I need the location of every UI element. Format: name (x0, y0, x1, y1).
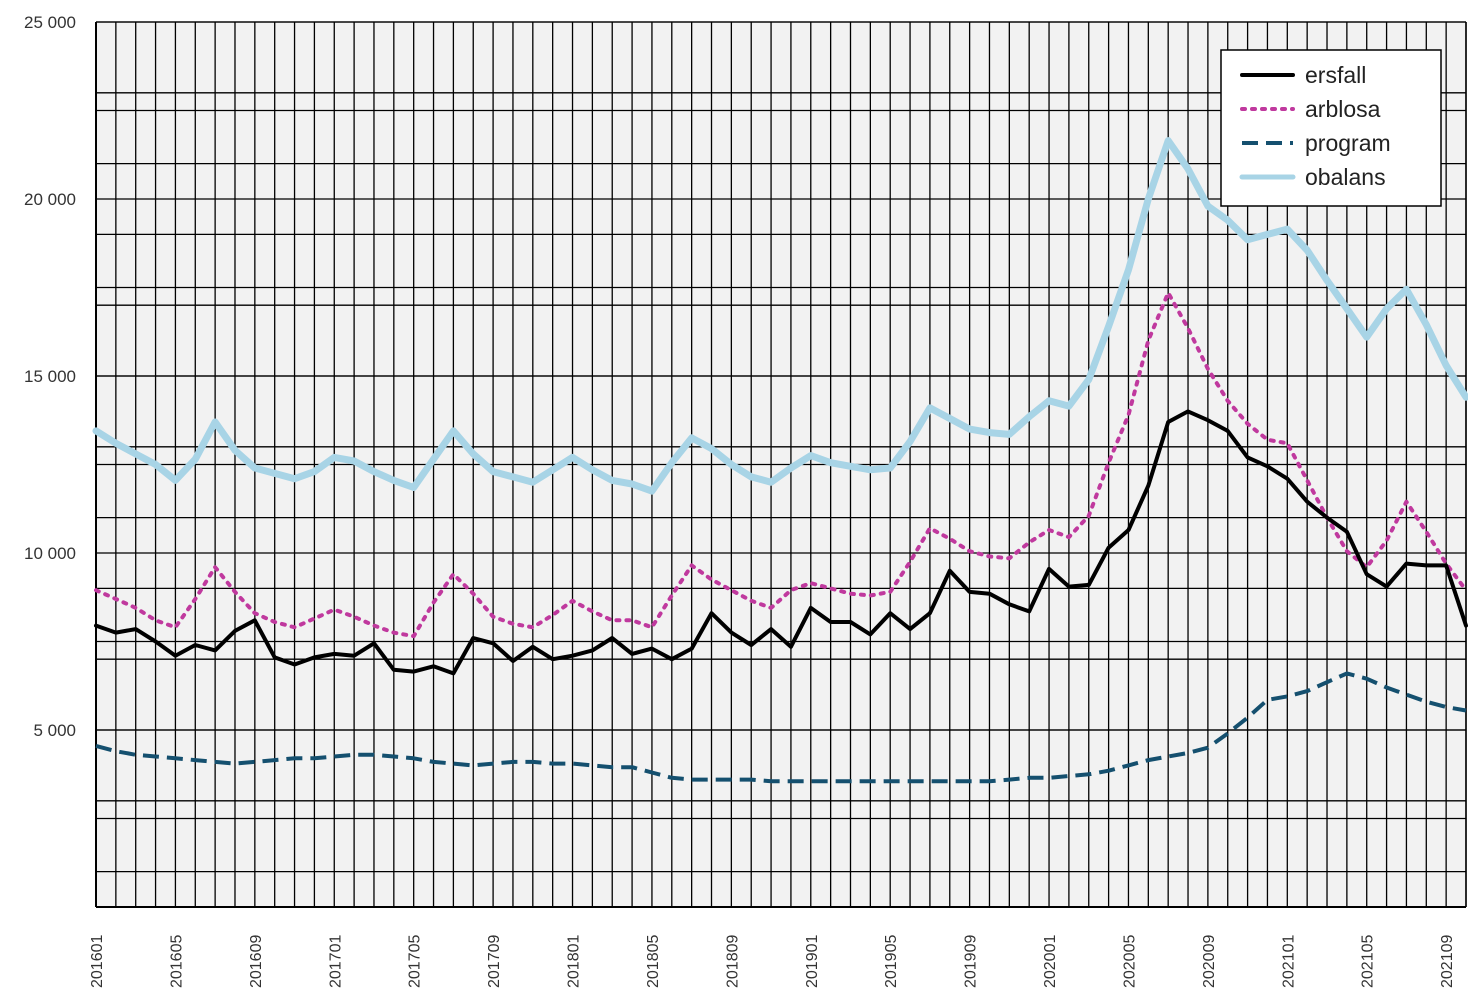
legend-label-arblosa: arblosa (1305, 96, 1381, 122)
x-tick-label: 201609 (248, 935, 265, 988)
series-line-program (95, 671, 1467, 784)
legend: ersfall arblosa program obalans (1220, 49, 1442, 207)
x-tick-label: 201901 (804, 935, 821, 988)
series-line-arblosa (94, 290, 1468, 639)
legend-label-program: program (1305, 130, 1391, 156)
x-tick-label: 202101 (1280, 935, 1297, 988)
y-axis-tick-labels: 5 000 10 000 15 000 20 000 25 000 (24, 13, 76, 740)
series-lines (92, 137, 1468, 784)
x-tick-label: 202105 (1360, 935, 1377, 988)
x-tick-label: 201701 (327, 935, 344, 988)
x-tick-label: 201605 (168, 935, 185, 988)
x-tick-label: 201909 (963, 935, 980, 988)
y-tick-label: 20 000 (24, 190, 76, 209)
x-tick-label: 201809 (724, 935, 741, 988)
x-tick-label: 202009 (1201, 935, 1218, 988)
x-tick-label: 201709 (486, 935, 503, 988)
y-tick-label: 25 000 (24, 13, 76, 32)
x-tick-label: 201805 (645, 935, 662, 988)
x-tick-label: 202001 (1042, 935, 1059, 988)
x-tick-label: 202005 (1121, 935, 1138, 988)
x-tick-label: 201705 (407, 935, 424, 988)
x-tick-label: 202109 (1439, 935, 1456, 988)
legend-label-ersfall: ersfall (1305, 62, 1366, 88)
x-tick-label: 201905 (883, 935, 900, 988)
x-tick-label: 201801 (566, 935, 583, 988)
legend-label-obalans: obalans (1305, 164, 1386, 190)
x-axis-tick-labels: 201601 201605 201609 201701 201705 201709 2018… (89, 935, 1456, 988)
y-tick-label: 5 000 (33, 721, 76, 740)
y-tick-label: 15 000 (24, 367, 76, 386)
x-tick-label: 201601 (89, 935, 106, 988)
y-tick-label: 10 000 (24, 544, 76, 563)
series-line-obalans (92, 137, 1468, 495)
series-line-ersfall (94, 409, 1468, 676)
